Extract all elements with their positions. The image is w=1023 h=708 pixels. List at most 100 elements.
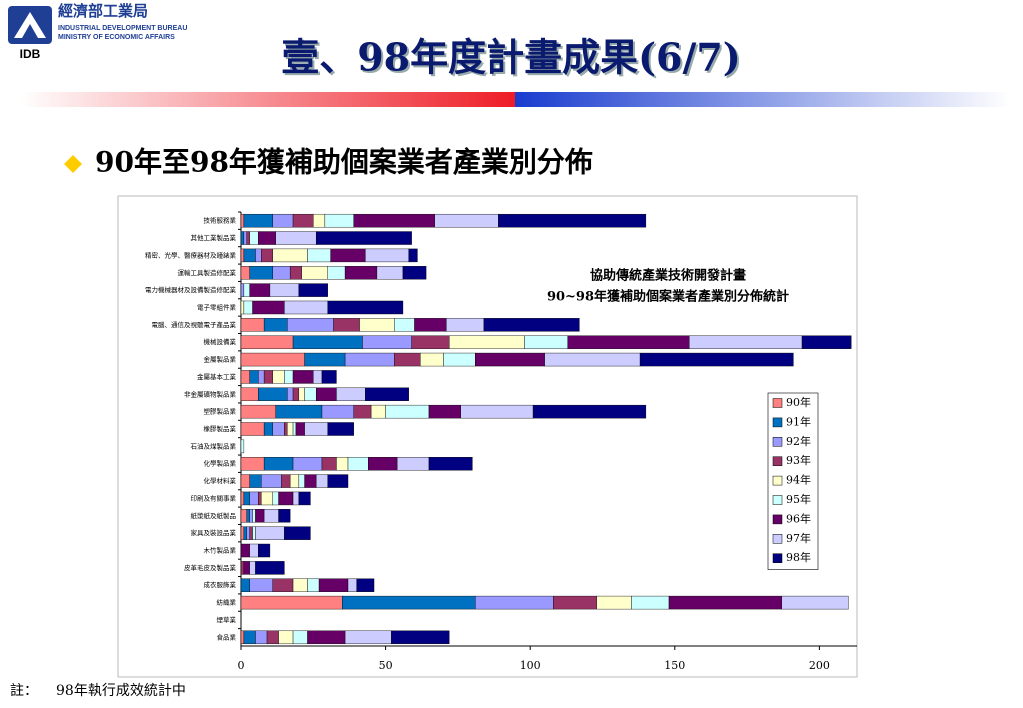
bar-segment [295,422,305,436]
bar-segment [391,630,450,645]
y-tick-label: 電子零組件業 [197,302,237,311]
bar-segment [327,474,349,488]
y-tick-label: 皮革毛皮及製品業 [184,563,237,572]
bar-segment [292,213,314,228]
y-tick-label: 食品業 [217,632,237,641]
bar-segment [292,370,314,384]
bar-segment [249,474,262,488]
bar-segment [365,387,409,401]
bar-segment [240,231,245,245]
bar-segment [434,213,499,228]
bar-segment [498,213,647,228]
bar-segment [252,300,285,315]
bar-segment [532,404,647,419]
bar-segment [275,231,317,245]
y-tick-label: 家具及裝設品業 [191,528,237,537]
bar-segment [327,266,346,280]
chart-subtitle: 90~98年獲補助個案業者產業別分佈統計 [547,289,789,305]
x-tick-label: 50 [379,659,393,672]
bar-segment [359,318,395,332]
bar-segment [240,457,265,471]
bar-segment [243,248,256,263]
bar-segment [370,404,386,419]
bar-segment [315,231,412,245]
bar-segment [263,370,274,384]
bar-segment [315,387,337,401]
bar-segment [327,300,404,315]
bar-segment [287,422,294,436]
bar-segment [287,318,334,332]
bar-segment [249,526,253,540]
bullet-text: 90年至98年獲補助個案業者產業別分佈 [95,146,593,179]
y-tick-label: 金屬基本工業 [197,372,237,381]
bar-segment [347,457,369,471]
bar-segment [596,595,632,610]
bar-segment [272,491,279,506]
bar-segment [246,509,250,523]
legend-swatch [772,398,783,408]
bar-segment [240,248,245,263]
bar-segment [336,387,366,401]
logo [8,6,52,44]
bar-segment [261,474,282,488]
bar-segment [272,248,308,263]
bar-segment [249,561,256,575]
bar-segment [240,266,250,280]
bar-segment [240,422,265,436]
bar-segment [243,231,247,245]
bar-segment [394,318,415,332]
bar-segment [304,474,317,488]
bar-segment [292,491,300,506]
bar-segment [249,578,274,592]
bar-segment [307,578,320,592]
bar-segment [249,491,259,506]
bar-segment [240,578,250,592]
y-tick-label: 金屬製品業 [204,355,237,364]
bar-segment [263,318,288,332]
bar-segment [336,457,349,471]
bar-segment [315,474,328,488]
bar-segment [324,213,354,228]
legend-label: 95年 [786,492,811,506]
note-text: 98年執行成效統計中 [56,683,186,699]
bar-segment [284,422,288,436]
bar-segment [284,526,311,540]
bar-segment [258,370,265,384]
legend-label: 94年 [786,473,811,487]
bar-segment [272,213,294,228]
y-tick-label: 橡膠製品業 [204,424,237,433]
bar-segment [414,318,447,332]
bar-segment [252,526,256,540]
bar-segment [307,630,346,645]
bar-segment [240,474,250,488]
bar-segment [304,422,328,436]
bar-segment [240,300,245,315]
y-tick-label: 電力機械器材及設備製造修配業 [145,285,237,294]
legend-swatch [772,437,783,447]
bar-segment [240,213,245,228]
bar-segment [249,509,253,523]
bar-segment [258,387,288,401]
x-tick-label: 0 [238,659,245,672]
bar-segment [278,509,291,523]
legend-swatch [772,475,783,486]
y-tick-label: 非金屬礦物製品業 [184,389,237,398]
bar-segment [689,335,803,349]
bar-segment [252,509,256,523]
bar-segment [347,578,357,592]
header-band [20,92,1010,107]
bar-segment [298,283,328,297]
bar-segment [668,595,783,610]
legend-swatch [772,495,783,505]
bar-segment [246,526,250,540]
bar-segment [356,578,375,592]
slide-title: 壹、98年度計畫成果(6/7) [281,35,741,80]
bar-segment [428,404,461,419]
y-tick-label: 機械設備業 [204,337,237,346]
legend-label: 91年 [786,414,811,428]
legend-swatch [772,417,783,428]
bar-segment [249,283,271,297]
chart-title: 協助傳統產業技術開發計畫 [590,268,746,284]
